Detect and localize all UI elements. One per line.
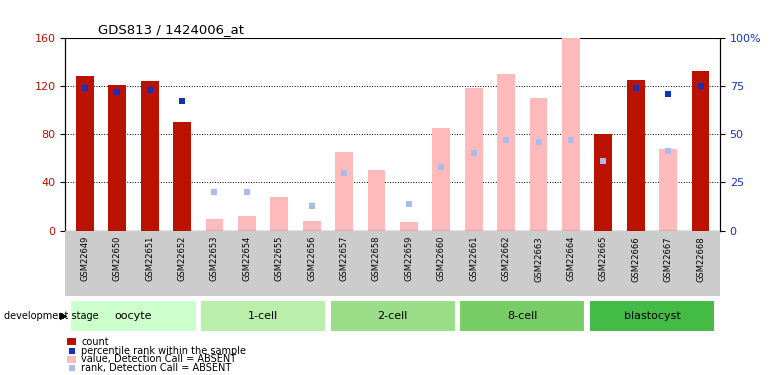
Bar (206, 219, 223, 231)
Bar (200, 300, 326, 332)
Text: GSM22652: GSM22652 (178, 236, 186, 281)
Text: GSM22662: GSM22662 (501, 236, 511, 281)
Bar (141, 81, 159, 231)
Text: GSM22660: GSM22660 (437, 236, 446, 281)
Bar (465, 88, 483, 231)
Text: GSM22665: GSM22665 (599, 236, 608, 281)
Text: GSM22664: GSM22664 (567, 236, 575, 281)
Text: oocyte: oocyte (115, 311, 152, 321)
Bar (270, 197, 288, 231)
Text: percentile rank within the sample: percentile rank within the sample (81, 346, 246, 355)
Text: count: count (81, 337, 109, 346)
Bar (303, 221, 320, 231)
Text: GSM22654: GSM22654 (243, 236, 251, 281)
Text: GSM22649: GSM22649 (80, 236, 89, 281)
Text: 8-cell: 8-cell (507, 311, 537, 321)
Bar (68, 339, 76, 345)
Bar (497, 74, 515, 231)
Text: GSM22659: GSM22659 (404, 236, 413, 281)
Text: GSM22650: GSM22650 (112, 236, 122, 281)
Bar (109, 85, 126, 231)
Bar (173, 122, 191, 231)
Text: GDS813 / 1424006_at: GDS813 / 1424006_at (99, 23, 244, 36)
Bar (433, 128, 450, 231)
Bar (530, 98, 547, 231)
Text: GSM22656: GSM22656 (307, 236, 316, 281)
Bar (594, 134, 612, 231)
Text: GSM22668: GSM22668 (696, 236, 705, 282)
Bar (367, 170, 386, 231)
Text: value, Detection Call = ABSENT: value, Detection Call = ABSENT (81, 354, 236, 364)
Bar (330, 300, 456, 332)
Bar (335, 152, 353, 231)
Text: GSM22666: GSM22666 (631, 236, 640, 282)
Text: rank, Detection Call = ABSENT: rank, Detection Call = ABSENT (81, 363, 232, 374)
Bar (70, 300, 196, 332)
Text: GSM22661: GSM22661 (469, 236, 478, 281)
Text: blastocyst: blastocyst (624, 311, 680, 321)
Bar (76, 76, 94, 231)
Bar (627, 80, 644, 231)
Text: ▶: ▶ (60, 311, 68, 321)
Text: GSM22657: GSM22657 (340, 236, 349, 281)
Bar (400, 222, 418, 231)
Text: GSM22655: GSM22655 (275, 236, 284, 281)
Bar (589, 300, 715, 332)
Text: GSM22658: GSM22658 (372, 236, 381, 281)
Text: GSM22667: GSM22667 (664, 236, 673, 282)
Bar (691, 71, 709, 231)
Text: GSM22653: GSM22653 (210, 236, 219, 281)
Bar (238, 216, 256, 231)
Text: 1-cell: 1-cell (248, 311, 278, 321)
Text: development stage: development stage (4, 311, 99, 321)
Text: GSM22651: GSM22651 (146, 236, 154, 281)
Bar (659, 148, 677, 231)
Bar (562, 38, 580, 231)
Text: GSM22663: GSM22663 (534, 236, 543, 282)
Text: 2-cell: 2-cell (377, 311, 408, 321)
Bar (459, 300, 585, 332)
Bar (68, 356, 76, 363)
